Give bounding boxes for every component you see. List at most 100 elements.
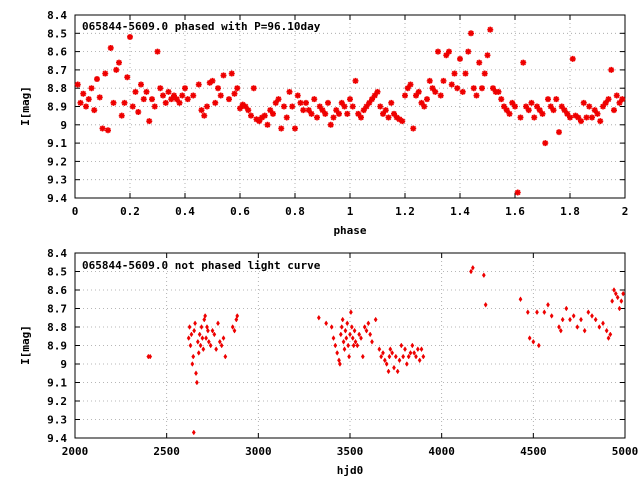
data-point (608, 66, 615, 73)
data-point (297, 99, 304, 106)
data-point (382, 107, 389, 114)
data-point (157, 85, 164, 92)
data-point (408, 350, 413, 356)
data-point (517, 114, 524, 121)
data-point (403, 346, 407, 353)
data-point (446, 48, 452, 55)
data-point (341, 338, 346, 345)
x-tick-label: 2 (622, 205, 629, 218)
data-point (567, 114, 573, 121)
data-point (593, 316, 598, 323)
data-point (259, 114, 265, 121)
data-point (612, 287, 616, 293)
data-point (338, 361, 342, 367)
unphased-chart-points (146, 264, 626, 436)
data-point (481, 272, 486, 279)
data-point (468, 30, 474, 37)
data-point (550, 107, 557, 114)
data-point (198, 342, 203, 349)
data-point (270, 110, 276, 117)
data-point (395, 368, 400, 375)
y-tick-label: 8.8 (47, 82, 67, 95)
data-point (483, 301, 488, 308)
data-point (190, 361, 195, 367)
data-point (473, 92, 480, 99)
data-point (404, 361, 409, 367)
data-point (343, 327, 348, 334)
data-point (223, 353, 228, 360)
data-point (571, 313, 576, 319)
data-point (352, 327, 357, 334)
data-point (77, 99, 84, 106)
data-point (611, 107, 617, 114)
data-point (525, 107, 532, 114)
unphased-chart-y-label: I[mag] (19, 325, 32, 365)
data-point (327, 121, 334, 128)
data-point (338, 331, 343, 338)
x-tick-label: 0.8 (285, 205, 305, 218)
data-point (165, 88, 172, 95)
data-point (203, 313, 208, 319)
data-point (281, 103, 287, 110)
data-point (523, 103, 529, 110)
data-point (393, 353, 398, 360)
phased-chart-grid (75, 15, 625, 198)
data-point (503, 107, 510, 114)
data-point (590, 313, 594, 319)
data-point (286, 88, 293, 95)
data-point (429, 85, 436, 92)
data-point (606, 335, 611, 341)
data-point (397, 357, 402, 364)
data-point (547, 103, 554, 110)
data-point (261, 112, 268, 119)
data-point (597, 118, 604, 125)
data-point (275, 96, 282, 103)
data-point (432, 88, 439, 95)
data-point (219, 342, 224, 349)
data-point (316, 103, 323, 110)
data-point (85, 96, 92, 103)
data-point (371, 92, 378, 99)
data-point (191, 429, 196, 436)
data-point (220, 72, 227, 79)
data-point (412, 350, 417, 356)
data-point (308, 110, 315, 117)
data-point (256, 118, 263, 125)
y-tick-label: 8.9 (47, 101, 67, 114)
data-point (501, 103, 507, 110)
data-point (487, 26, 494, 33)
data-point (217, 92, 224, 99)
data-point (404, 85, 411, 92)
data-point (415, 346, 420, 353)
data-point (351, 342, 356, 349)
data-point (292, 125, 298, 132)
unphased-chart-panel: 2000 2500 3000 3500 4000 4500 5000 8.4 8.5 8.6 8.7… (19, 247, 638, 477)
data-point (314, 114, 320, 121)
data-point (344, 335, 349, 341)
y-tick-label: 8.6 (47, 46, 67, 59)
data-point (406, 353, 411, 360)
data-point (138, 81, 144, 88)
data-point (558, 103, 565, 110)
data-point (186, 335, 191, 341)
data-point (553, 96, 560, 103)
data-point (619, 298, 624, 304)
x-tick-label: 1.8 (560, 205, 580, 218)
y-tick-label: 8.4 (47, 247, 67, 260)
data-point (319, 107, 326, 114)
data-point (204, 103, 210, 110)
data-point (116, 59, 122, 66)
data-point (495, 88, 502, 95)
data-point (209, 77, 216, 84)
data-point (154, 48, 161, 55)
data-point (386, 368, 391, 375)
data-point (196, 350, 201, 356)
data-point (539, 110, 546, 117)
data-point (195, 379, 199, 386)
data-point (221, 335, 226, 341)
y-tick-label: 8.5 (47, 266, 67, 279)
data-point (379, 353, 384, 360)
data-point (621, 290, 626, 297)
data-point (418, 99, 425, 106)
data-point (512, 103, 518, 110)
